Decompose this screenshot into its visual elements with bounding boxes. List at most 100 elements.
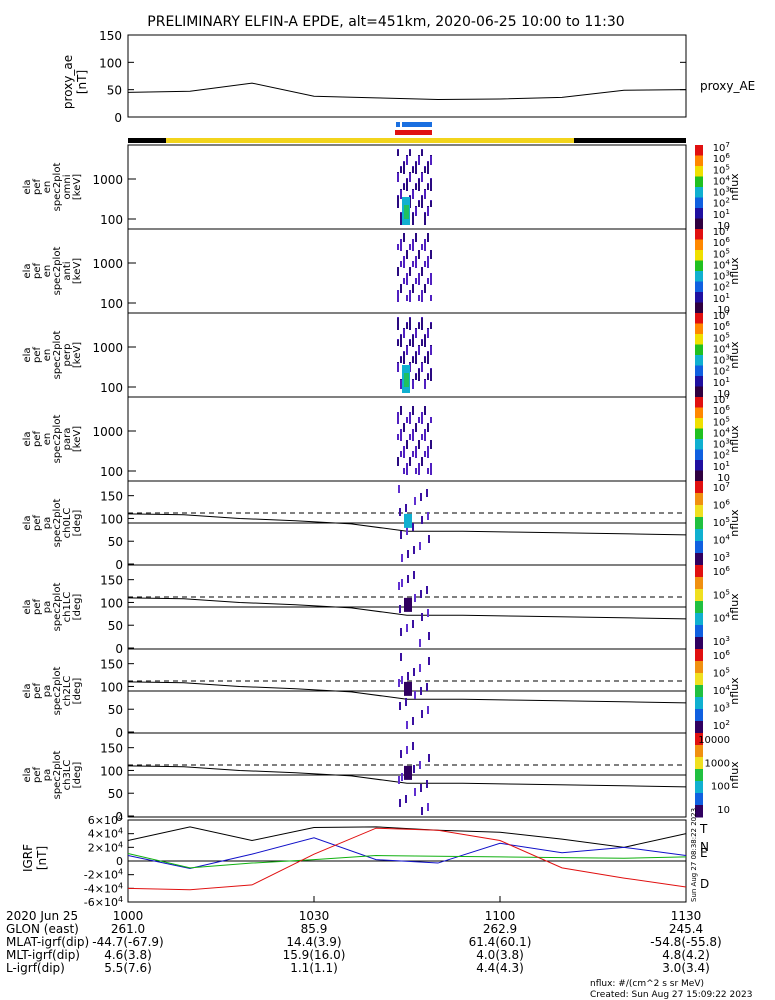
pitch-angle-pixel	[414, 788, 416, 796]
colorbar-tick-label: 102	[713, 718, 730, 733]
colorbar-label: nflux	[728, 593, 741, 621]
colorbar-segment	[695, 271, 703, 282]
colorbar-tick-label: 106	[713, 319, 731, 334]
spectrogram-pixel	[403, 352, 405, 364]
pitch-angle-pixel	[399, 799, 401, 807]
spectrogram-ylabel-5: [keV]	[72, 174, 83, 200]
spectrogram-pixel	[406, 156, 408, 165]
pitch-angle-ylabel-1: pef	[32, 767, 43, 784]
colorbar-segment	[695, 781, 703, 794]
spectrogram-pixel	[412, 284, 414, 293]
spectrogram-ylabel-2: en	[42, 349, 53, 362]
pitch-angle-pixel	[421, 710, 423, 718]
spectrogram-pixel	[397, 267, 399, 276]
colorbar-pa-2: 106 105 104 103 102 nflux	[695, 648, 741, 734]
spectrogram-ylabel-4: anti	[62, 261, 73, 280]
col-1100-mlat: 61.4(60.1)	[469, 935, 532, 949]
colorbar-segment	[695, 344, 703, 356]
spectrogram-ylabel-1: pef	[32, 263, 43, 280]
pitch-angle-pixel	[419, 664, 421, 672]
colorbar-segment	[695, 733, 703, 746]
colorbar-tick-label: 105	[713, 162, 730, 177]
spectrogram-pixel	[415, 184, 417, 190]
pitch-angle-pixel	[426, 683, 428, 691]
spectrogram-pixel	[415, 352, 417, 364]
igrf-stamp: Sun Aug 27 08:38:22 2023	[690, 808, 698, 902]
pitch-angle-tick-label: 50	[108, 535, 123, 549]
pitch-angle-pixel	[414, 691, 416, 699]
spectrogram-pixel	[409, 150, 411, 156]
pitch-angle-ylabel-3: spec2plot	[52, 583, 63, 632]
colorbar-segment	[695, 685, 703, 698]
igrf-tick-label: 0	[116, 855, 123, 868]
colorbar-segment	[695, 745, 703, 758]
pitch-angle-ylabel-3: spec2plot	[52, 499, 63, 548]
spectrogram-tick-label: 1000	[92, 257, 123, 271]
spectrogram-pixel	[418, 179, 420, 191]
colorbar-segment	[695, 187, 703, 198]
spectrogram-pixel	[403, 468, 405, 474]
spectrogram-pixel	[400, 335, 402, 347]
col-1030-mlat: 14.4(3.9)	[286, 935, 341, 949]
spectrogram-pixel	[430, 295, 432, 301]
spectrogram-pixel	[403, 278, 405, 284]
spectrogram-pixel	[415, 468, 417, 474]
spectrogram-pixel	[415, 207, 417, 216]
spectrogram-pixel	[418, 273, 420, 285]
spectrogram-pixel	[403, 256, 405, 268]
spectrogram-pixel	[406, 417, 408, 423]
igrf-panel: IGRF [nT] -6×104-4×104-2×10402×1044×1046…	[21, 808, 709, 909]
spectrogram-ylabel-2: en	[42, 265, 53, 278]
pitch-angle-ylabel-0: ela	[22, 767, 33, 782]
spectrogram-ylabel-4: perp	[62, 344, 73, 367]
spectrogram-pixel	[397, 244, 399, 250]
colorbar-segment	[695, 697, 703, 710]
colorbar-tick-label: 102	[713, 447, 730, 462]
spectrogram-ylabel-3: spec2plot	[52, 331, 63, 380]
pitch-angle-tick-label: 50	[108, 703, 123, 717]
igrf-tick-label: -2×104	[84, 867, 123, 882]
col-1130-time: 1130	[671, 909, 702, 923]
colorbar-tick-label: 107	[713, 392, 730, 407]
col-1000-mlt: 4.6(3.8)	[104, 948, 152, 962]
pitch-angle-tick-label: 0	[115, 810, 123, 824]
spectrogram-pixel	[400, 284, 402, 293]
spectrogram-pixel	[424, 406, 426, 415]
spectrogram-pixel	[400, 406, 402, 415]
created-stamp: Created: Sun Aug 27 15:09:22 2023	[590, 990, 752, 1000]
igrf-line-n	[127, 837, 687, 870]
spectrogram-pixel	[427, 329, 429, 338]
colorbar-label: nflux	[728, 425, 741, 453]
colorbar-segment	[695, 407, 703, 419]
spectrogram-pixel	[421, 412, 423, 424]
pitch-angle-ylabel-1: pef	[32, 599, 43, 616]
spectrogram-pixel	[418, 201, 420, 207]
colorbar-tick-label: 10	[717, 221, 730, 232]
spectrogram-pixel	[418, 295, 420, 301]
colorbar-segment	[695, 418, 703, 429]
colorbar-segment	[695, 166, 703, 177]
ibo-bar	[396, 122, 400, 127]
spectrogram-pixel	[397, 340, 399, 346]
colorbar-label: nflux	[728, 677, 741, 705]
spectrogram-ylabel-3: spec2plot	[52, 415, 63, 464]
pitch-angle-pixel	[428, 754, 430, 762]
spectrogram-pixel	[412, 213, 414, 225]
pitch-angle-ylabel-5: [deg]	[72, 510, 83, 537]
colorbar-segment	[695, 323, 703, 335]
pitch-angle-ylabel-0: ela	[22, 683, 33, 698]
spectrogram-pixel	[424, 429, 426, 441]
spectrogram-pixel	[421, 434, 423, 440]
pitch-angle-pixel	[399, 702, 401, 710]
pitch-angle-pixel	[427, 512, 429, 520]
pitch-angle-pixel	[413, 546, 415, 554]
colorbar-segment	[695, 470, 703, 482]
spectrogram-pixel	[427, 233, 429, 242]
igrf-tick-label: -6×104	[84, 895, 123, 910]
spectrogram-pixel	[412, 239, 414, 251]
spectrogram-ylabel-5: [keV]	[72, 342, 83, 368]
spectrogram-pixel	[406, 463, 408, 475]
pitch-angle-pixel	[428, 632, 430, 640]
colorbar-tick-label: 102	[713, 195, 730, 210]
